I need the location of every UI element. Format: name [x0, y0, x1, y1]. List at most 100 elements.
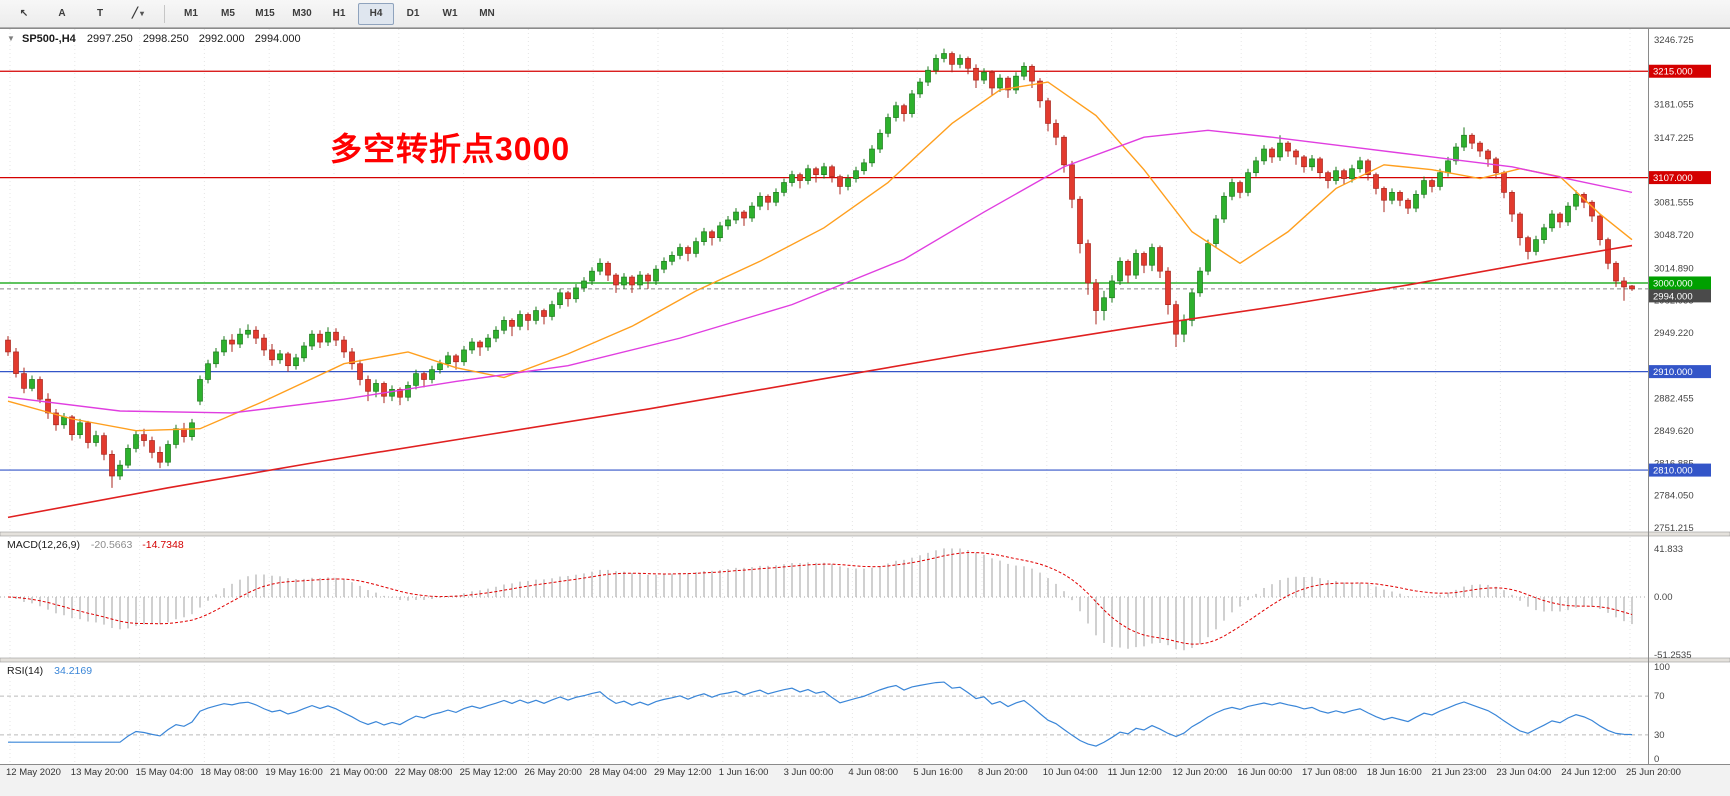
timeframe-button-mn[interactable]: MN	[479, 8, 495, 19]
candle	[269, 344, 275, 366]
candle	[829, 164, 835, 183]
candle	[477, 340, 483, 356]
timeframe-button-m1[interactable]: M1	[184, 8, 198, 19]
price-tick-label: 2949.220	[1654, 328, 1694, 339]
candle	[213, 347, 219, 368]
candle	[461, 346, 467, 366]
candle	[725, 216, 731, 230]
timeframe-button-d1[interactable]: D1	[406, 8, 420, 19]
pane-splitter[interactable]	[0, 531, 1730, 537]
candle	[1093, 279, 1099, 325]
timeframe-button-w1[interactable]: W1	[442, 8, 458, 19]
candle	[1605, 237, 1611, 270]
candle	[1325, 170, 1331, 189]
candle	[533, 306, 539, 325]
time-axis-label: 4 Jun 08:00	[848, 767, 898, 778]
timeframe-button-h4[interactable]: H4	[358, 2, 394, 25]
candle	[781, 178, 787, 197]
vertical-gridlines	[9, 29, 1631, 764]
candle	[1453, 143, 1459, 165]
candle	[293, 353, 299, 370]
candle	[1277, 135, 1283, 161]
candle	[1541, 223, 1547, 244]
timeframe-button-m15[interactable]: M15	[255, 8, 275, 19]
price-axis[interactable]	[1648, 28, 1730, 764]
price-tick-label: 3181.055	[1654, 100, 1694, 111]
candle	[1077, 196, 1083, 254]
current-price-tag[interactable]: 2994.000	[1649, 289, 1711, 303]
price-line-tag-3000[interactable]: 3000.000	[1649, 276, 1711, 290]
time-axis-label: 16 Jun 00:00	[1237, 767, 1292, 778]
time-axis-strip	[0, 764, 1730, 796]
time-axis-label: 25 Jun 20:00	[1626, 767, 1681, 778]
svg-text:3000.000: 3000.000	[1653, 278, 1693, 289]
candle	[1333, 166, 1339, 185]
candle	[893, 101, 899, 122]
candle	[1405, 198, 1411, 215]
price-line-tag-3107[interactable]: 3107.000	[1649, 171, 1711, 185]
candle	[117, 460, 123, 480]
candle	[1621, 277, 1627, 301]
candle	[861, 158, 867, 175]
candle	[37, 376, 43, 404]
price-line-tag-3215[interactable]: 3215.000	[1649, 64, 1711, 78]
chart-text-annotation[interactable]: 多空转折点3000	[330, 131, 571, 167]
tool-button-group: ↖ A T ╱ ▾	[6, 3, 156, 25]
candle	[661, 257, 667, 274]
candle	[1517, 212, 1523, 246]
candle	[925, 66, 931, 87]
trendline-tool-button[interactable]: ╱ ▾	[131, 8, 145, 19]
text-tool-button[interactable]: A	[58, 8, 66, 19]
time-axis[interactable]	[0, 764, 1730, 796]
time-axis-label: 28 May 04:00	[589, 767, 647, 778]
chart-canvas[interactable]: 3246.725 3181.055 3147.225 3081.555 3048.720…	[0, 28, 1730, 796]
price-tick-label: 2882.455	[1654, 394, 1694, 405]
price-tick-label: 3081.555	[1654, 198, 1694, 209]
candle	[21, 367, 27, 394]
candle	[845, 174, 851, 191]
candle	[237, 328, 243, 348]
candle	[77, 418, 83, 439]
candle	[581, 277, 587, 292]
candle	[1229, 178, 1235, 201]
candle	[1437, 168, 1443, 191]
candle	[909, 89, 915, 118]
time-axis-label: 1 Jun 16:00	[719, 767, 769, 778]
candle	[85, 420, 91, 449]
timeframe-button-h1[interactable]: H1	[332, 8, 346, 19]
macd-tick-label: 0.00	[1654, 592, 1673, 603]
timeframe-button-m5[interactable]: M5	[221, 8, 235, 19]
ma-slow-line	[7, 244, 1633, 519]
time-axis-label: 24 Jun 12:00	[1561, 767, 1616, 778]
candle	[1613, 261, 1619, 287]
time-axis-label: 25 May 12:00	[460, 767, 518, 778]
candle	[1557, 212, 1563, 228]
candle	[1429, 178, 1435, 193]
rsi-tick-label: 100	[1654, 662, 1670, 673]
candle	[253, 326, 259, 345]
time-axis-label: 17 Jun 08:00	[1302, 767, 1357, 778]
time-axis-label: 13 May 20:00	[71, 767, 129, 778]
candle	[709, 229, 715, 246]
candle	[1261, 145, 1267, 165]
candle	[221, 336, 227, 356]
time-axis-label: 21 Jun 23:00	[1432, 767, 1487, 778]
time-axis-label: 8 Jun 20:00	[978, 767, 1028, 778]
text-label-tool-button[interactable]: T	[96, 8, 104, 19]
price-line-tag-2910[interactable]: 2910.000	[1649, 365, 1711, 379]
candle	[1269, 147, 1275, 163]
pointer-tool-button[interactable]: ↖	[19, 8, 29, 19]
time-axis-label: 23 Jun 04:00	[1496, 767, 1551, 778]
candle	[421, 371, 427, 388]
rsi-tick-label: 70	[1654, 691, 1665, 702]
price-line-tag-2810[interactable]: 2810.000	[1649, 463, 1711, 477]
candle	[1461, 127, 1467, 152]
pane-splitter[interactable]	[0, 657, 1730, 663]
macd-tick-label: 41.833	[1654, 544, 1683, 555]
candle	[1141, 251, 1147, 274]
candle	[429, 365, 435, 384]
timeframe-button-m30[interactable]: M30	[292, 8, 312, 19]
candle	[333, 328, 339, 347]
candle	[789, 170, 795, 187]
candle	[1573, 190, 1579, 211]
